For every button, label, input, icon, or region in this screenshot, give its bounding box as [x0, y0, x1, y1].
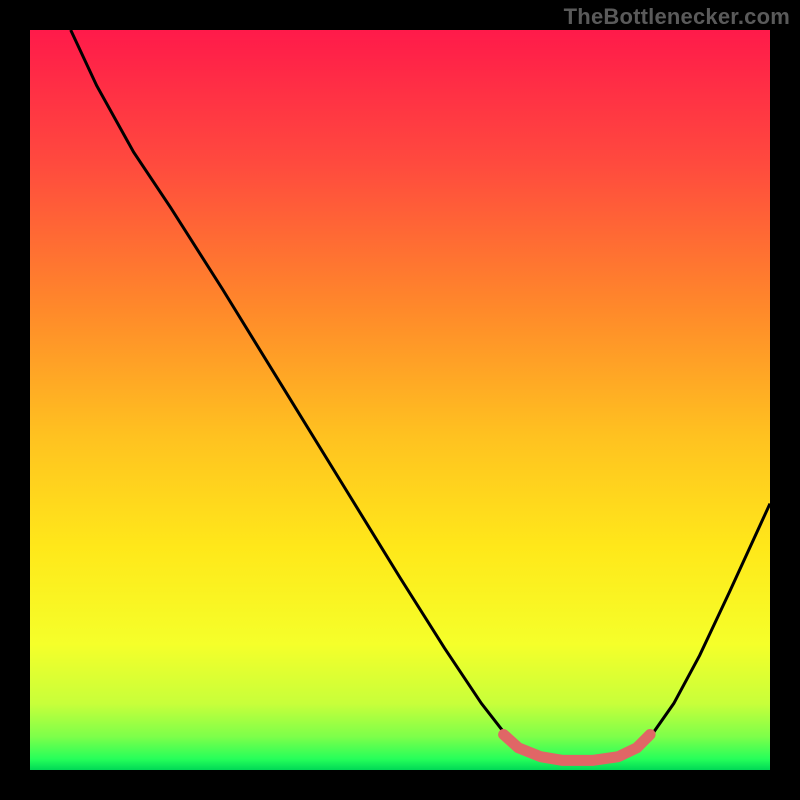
watermark-text: TheBottlenecker.com [564, 4, 790, 30]
bottleneck-chart [30, 30, 770, 770]
plot-background [30, 30, 770, 770]
chart-container: { "canvas": { "width": 800, "height": 80… [0, 0, 800, 800]
